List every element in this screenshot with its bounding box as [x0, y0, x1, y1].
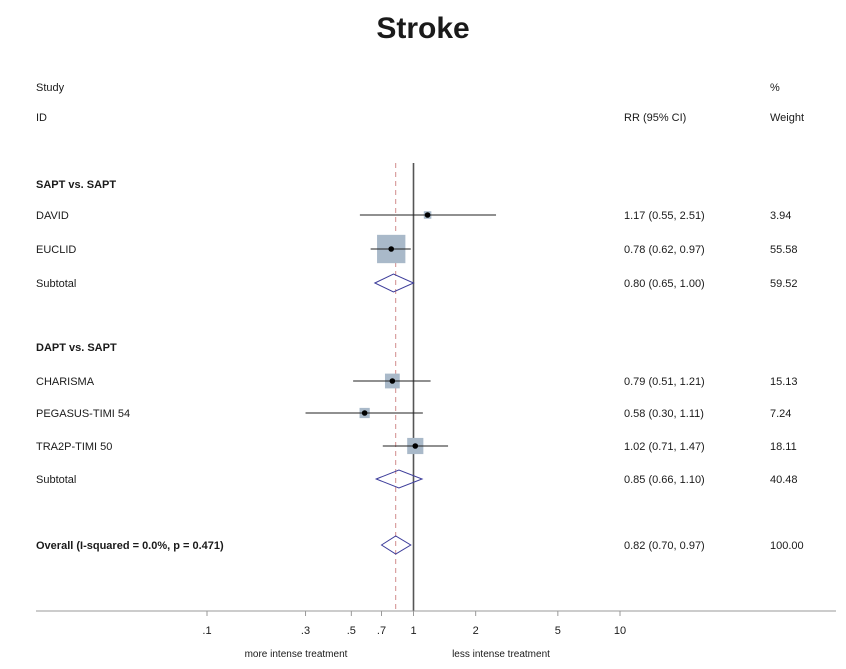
- study-4-ci-text: 1.02 (0.71, 1.47): [624, 441, 705, 453]
- subtotal-0-ci-text: 0.80 (0.65, 1.00): [624, 278, 705, 290]
- x-tick-label-1: .3: [301, 625, 310, 637]
- study-4-point-estimate: [412, 443, 419, 449]
- study-0-weight: 3.94: [770, 210, 791, 222]
- study-2-ci-text: 0.79 (0.51, 1.21): [624, 376, 705, 388]
- group-0-heading: SAPT vs. SAPT: [36, 179, 116, 191]
- group-1-heading: DAPT vs. SAPT: [36, 342, 117, 354]
- x-tick-label-5: 2: [473, 625, 479, 637]
- right-direction-label: less intense treatment: [452, 649, 550, 660]
- study-rows: SAPT vs. SAPT DAVID 1.17 (0.55, 2.51) 3.94 E…: [36, 179, 804, 555]
- study-0-ci-text: 1.17 (0.55, 2.51): [624, 210, 705, 222]
- subtotal-0-weight: 59.52: [770, 278, 798, 290]
- x-tick-label-2: .5: [347, 625, 356, 637]
- x-tick-label-3: .7: [377, 625, 386, 637]
- study-1-label: EUCLID: [36, 244, 76, 256]
- study-1-weight: 55.58: [770, 244, 798, 256]
- study-2-point-estimate: [389, 378, 396, 384]
- subtotal-0-label: Subtotal: [36, 278, 76, 290]
- x-tick-label-0: .1: [202, 625, 211, 637]
- study-3-ci-text: 0.58 (0.30, 1.11): [624, 408, 704, 420]
- overall-ci-text: 0.82 (0.70, 0.97): [624, 540, 705, 552]
- id-header: ID: [36, 112, 47, 124]
- subtotal-1-diamond: [374, 469, 424, 489]
- effect-header: RR (95% CI): [624, 112, 686, 124]
- study-4-weight: 18.11: [770, 441, 797, 453]
- left-direction-label: more intense treatment: [245, 649, 348, 660]
- x-tick-label-7: 10: [614, 625, 626, 637]
- study-3-weight: 7.24: [770, 408, 791, 420]
- x-axis: .1 .3 .5 .7 1 2 5 10: [36, 610, 836, 637]
- x-tick-label-6: 5: [555, 625, 561, 637]
- study-2-weight: 15.13: [770, 376, 798, 388]
- study-2-label: CHARISMA: [36, 376, 95, 388]
- overall-label: Overall (I-squared = 0.0%, p = 0.471): [36, 540, 224, 552]
- x-tick-label-4: 1: [410, 625, 416, 637]
- subtotal-1-ci-text: 0.85 (0.66, 1.10): [624, 474, 705, 486]
- study-0-point-estimate: [424, 212, 431, 218]
- study-1-point-estimate: [388, 246, 395, 252]
- study-0-label: DAVID: [36, 210, 69, 222]
- study-4-label: TRA2P-TIMI 50: [36, 441, 112, 453]
- subtotal-0-diamond: [373, 273, 415, 293]
- overall-diamond: [380, 535, 412, 555]
- chart-title: Stroke: [376, 12, 469, 45]
- overall-weight: 100.00: [770, 540, 804, 552]
- study-header: Study: [36, 82, 65, 94]
- subtotal-1-label: Subtotal: [36, 474, 76, 486]
- weight-header: Weight: [770, 112, 804, 124]
- weight-percent-header: %: [770, 82, 780, 94]
- study-3-point-estimate: [361, 410, 368, 416]
- study-3-label: PEGASUS-TIMI 54: [36, 408, 130, 420]
- study-1-ci-text: 0.78 (0.62, 0.97): [624, 244, 705, 256]
- subtotal-1-weight: 40.48: [770, 474, 798, 486]
